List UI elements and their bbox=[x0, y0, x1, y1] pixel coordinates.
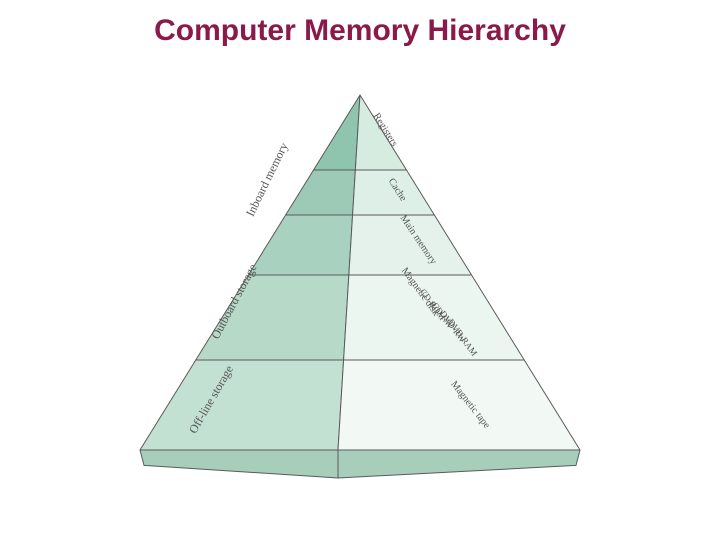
tier-left-1 bbox=[286, 170, 356, 215]
memory-hierarchy-pyramid: Inboard memoryOutboard storageOff-line s… bbox=[0, 0, 720, 540]
tier-left-4 bbox=[140, 360, 344, 450]
category-label-0: Inboard memory bbox=[243, 140, 291, 218]
slide-stage: Computer Memory Hierarchy Inboard memory… bbox=[0, 0, 720, 540]
pyramid-base-slab bbox=[140, 450, 580, 478]
tier-right-3 bbox=[344, 275, 525, 360]
tier-left-0 bbox=[314, 95, 360, 170]
tier-left-2 bbox=[248, 215, 352, 275]
tier-right-4 bbox=[338, 360, 580, 450]
